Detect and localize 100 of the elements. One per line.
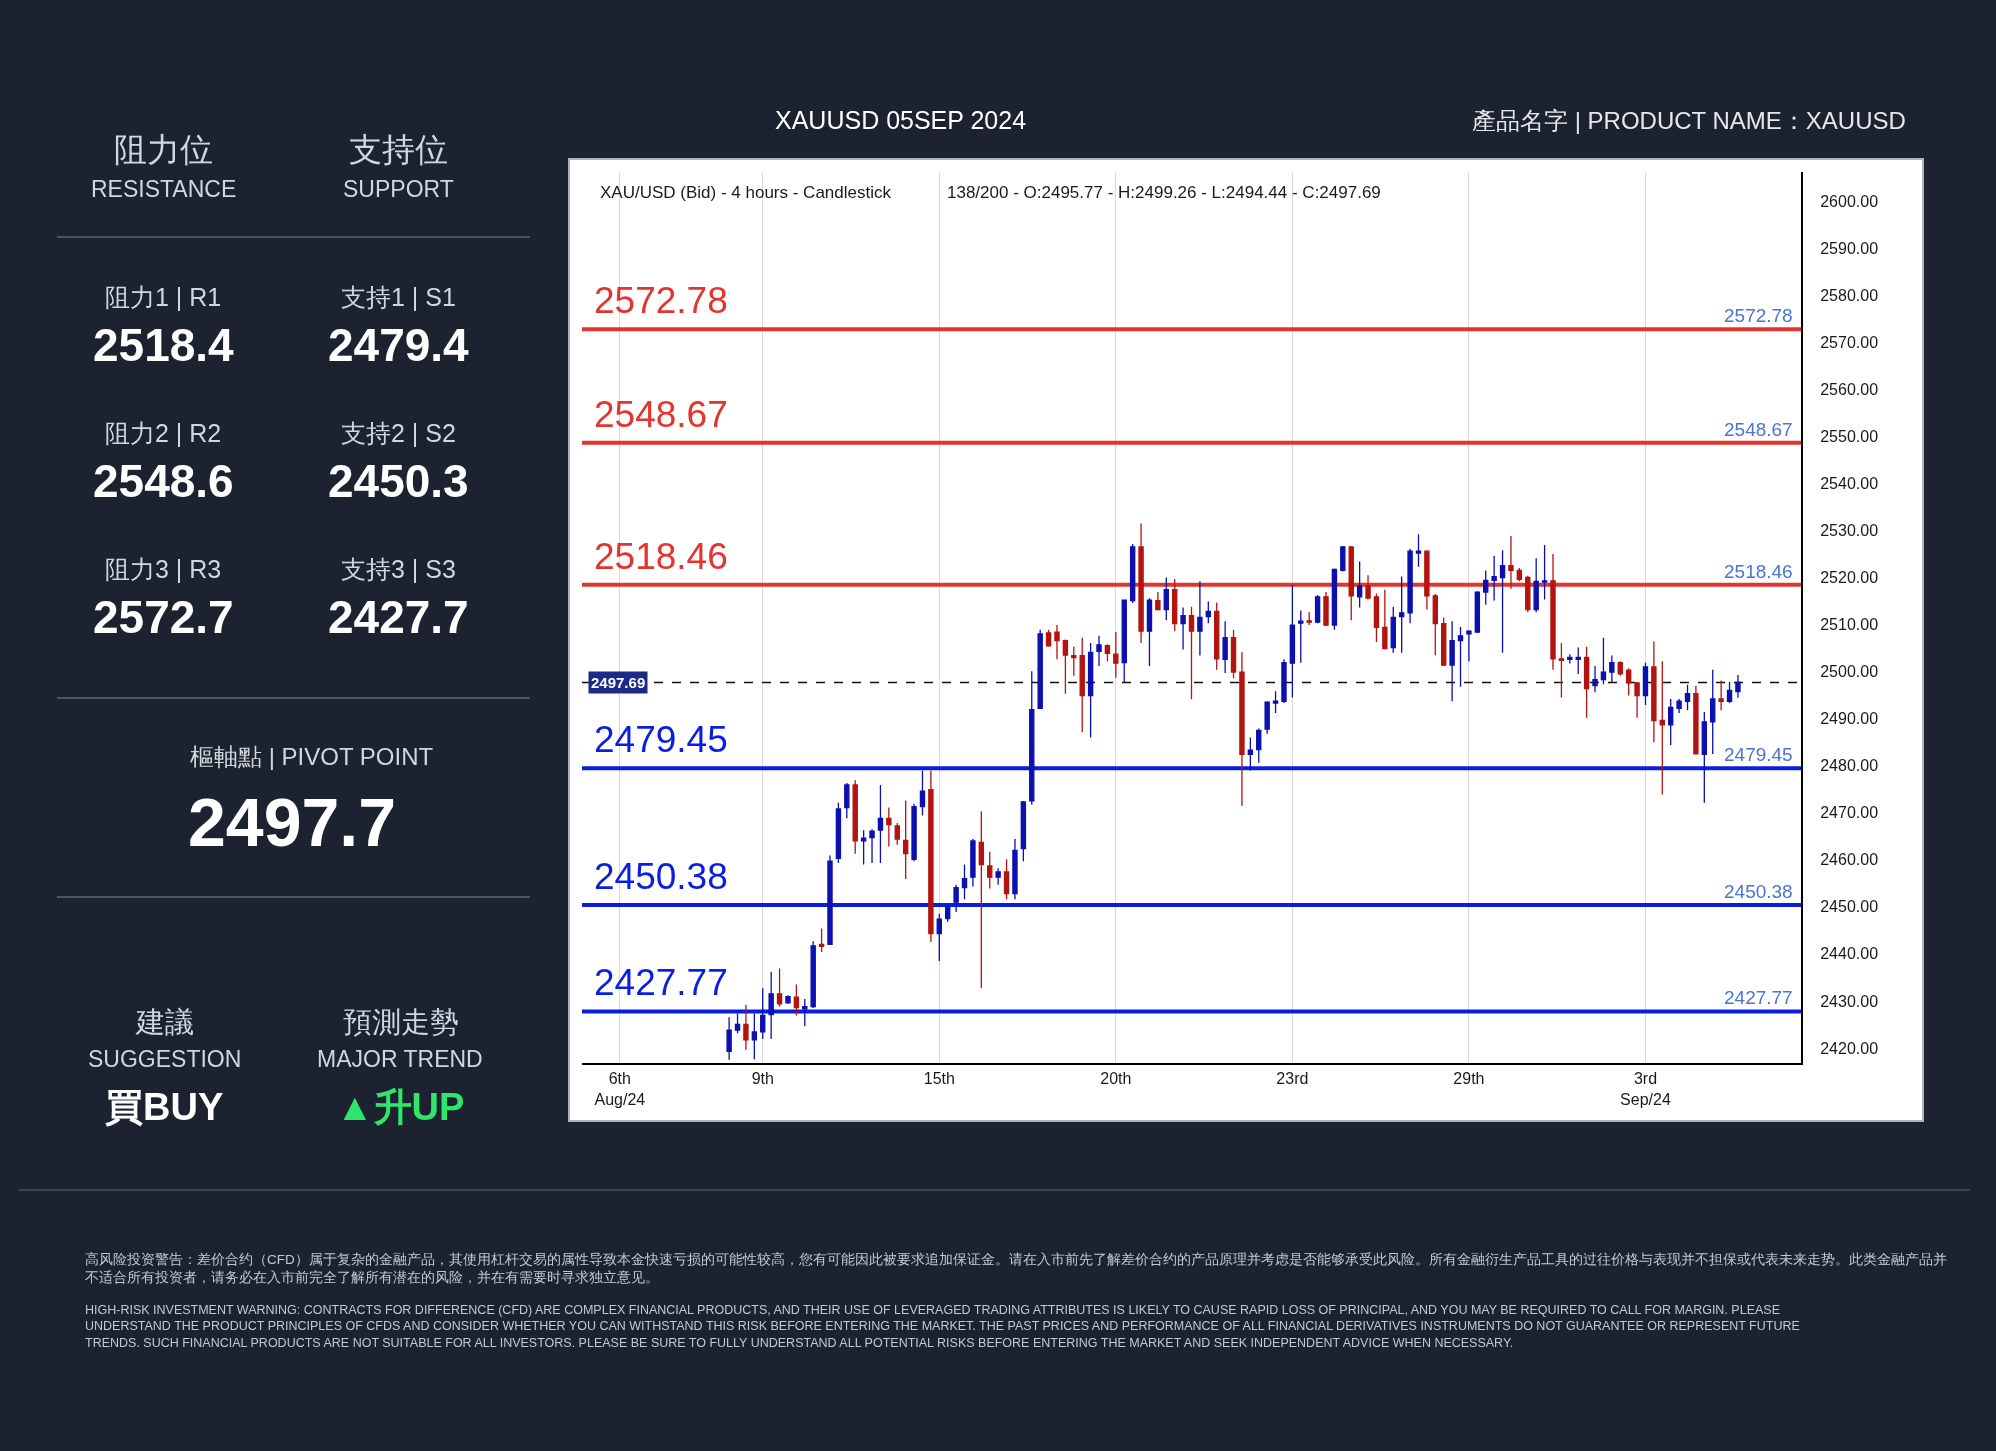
candlestick bbox=[1373, 592, 1380, 643]
y-tick-label: 2550.00 bbox=[1820, 427, 1879, 445]
text: 阻力1 | R1 bbox=[105, 283, 222, 311]
candlestick bbox=[1222, 620, 1228, 674]
text: 2548.6 bbox=[93, 455, 234, 507]
candlestick bbox=[1449, 620, 1455, 702]
candlestick bbox=[1180, 606, 1186, 651]
text: 支持位 bbox=[349, 131, 448, 168]
candlestick bbox=[1020, 800, 1027, 862]
text: 樞軸點 | PIVOT POINT bbox=[190, 743, 434, 770]
text: MAJOR TREND bbox=[317, 1046, 483, 1072]
text: SUGGESTION bbox=[88, 1046, 242, 1072]
candlestick bbox=[852, 779, 858, 855]
candlestick bbox=[1432, 593, 1439, 656]
candlestick bbox=[1609, 654, 1615, 683]
ref-line-label: 2450.38 bbox=[594, 856, 728, 897]
text: 支持1 | S1 bbox=[341, 283, 456, 311]
candlestick bbox=[1256, 727, 1262, 764]
candlestick bbox=[877, 784, 884, 864]
candlestick bbox=[793, 983, 800, 1017]
candlestick bbox=[1138, 522, 1144, 644]
text: ▲升UP bbox=[336, 1086, 465, 1128]
ref-line-label: 2572.78 bbox=[594, 280, 728, 321]
text: SUPPORT bbox=[343, 176, 454, 202]
candlestick bbox=[886, 806, 892, 848]
candlestick bbox=[1331, 567, 1338, 631]
candlestick bbox=[919, 769, 926, 817]
candlestick bbox=[1466, 629, 1472, 662]
text: 阻力3 | R3 bbox=[105, 555, 222, 583]
annotation: 2450.38 bbox=[1724, 881, 1793, 902]
candlestick bbox=[1239, 651, 1245, 807]
candlestick bbox=[760, 987, 766, 1040]
candlestick bbox=[827, 854, 833, 946]
x-tick-label: 23rd bbox=[1276, 1070, 1309, 1088]
x-tick-label: 29th bbox=[1453, 1070, 1485, 1088]
candlestick bbox=[1567, 653, 1573, 665]
candlestick bbox=[936, 913, 942, 962]
ref-line-label: 2427.77 bbox=[594, 962, 728, 1003]
candlestick bbox=[1230, 629, 1237, 679]
y-tick-label: 2510.00 bbox=[1820, 616, 1879, 634]
ref-line-label: 2497.69 bbox=[591, 674, 646, 691]
candlestick bbox=[1592, 665, 1598, 693]
candlestick bbox=[869, 828, 875, 864]
y-tick-label: 2520.00 bbox=[1820, 569, 1879, 587]
chart-title: XAUUSD 05SEP 2024 bbox=[775, 105, 1027, 134]
candlestick bbox=[1676, 698, 1682, 714]
candlestick bbox=[1188, 606, 1195, 701]
candlestick bbox=[1104, 643, 1111, 662]
candlestick bbox=[1583, 646, 1590, 719]
candlestick bbox=[1457, 626, 1464, 688]
candlestick bbox=[911, 803, 917, 862]
candlestick bbox=[768, 971, 774, 1040]
candlestick bbox=[1323, 591, 1329, 627]
candlestick bbox=[961, 863, 968, 900]
candlestick bbox=[1533, 557, 1539, 613]
candlestick bbox=[1684, 684, 1691, 711]
candlestick bbox=[1129, 543, 1136, 604]
candlestick bbox=[1247, 736, 1254, 772]
candlestick bbox=[1634, 681, 1640, 719]
candlestick bbox=[1491, 555, 1497, 602]
candlestick bbox=[1365, 574, 1371, 601]
candlestick bbox=[1003, 858, 1010, 900]
text: 支持2 | S2 bbox=[341, 419, 456, 447]
x-tick-label: 9th bbox=[751, 1070, 774, 1088]
candlestick bbox=[1541, 544, 1548, 601]
annotation: 2572.78 bbox=[1724, 305, 1793, 326]
candlestick bbox=[1306, 611, 1312, 626]
candlestick bbox=[1121, 598, 1127, 683]
text: 阻力2 | R2 bbox=[105, 419, 222, 447]
x-tick-label: 20th bbox=[1100, 1070, 1132, 1088]
candlestick bbox=[1314, 594, 1321, 624]
candlestick bbox=[1710, 669, 1716, 755]
y-tick-label: 2530.00 bbox=[1820, 522, 1879, 540]
chart-subtitle: 產品名字 | PRODUCT NAME：XAUUSD bbox=[1472, 107, 1906, 134]
candlestick bbox=[1718, 679, 1724, 711]
candlestick bbox=[1289, 584, 1296, 699]
candlestick bbox=[987, 851, 993, 890]
candlestick bbox=[902, 799, 909, 880]
annotation: 2479.45 bbox=[1724, 744, 1793, 765]
annotation: 2548.67 bbox=[1724, 419, 1793, 440]
candlestick bbox=[1617, 660, 1623, 677]
candlestick bbox=[1214, 601, 1220, 671]
candlestick bbox=[1659, 660, 1665, 796]
text: 預測走勢 bbox=[343, 1006, 459, 1038]
y-tick-label: 2470.00 bbox=[1820, 804, 1879, 822]
y-tick-label: 2440.00 bbox=[1820, 945, 1879, 963]
candlestick bbox=[743, 1004, 749, 1051]
candlestick bbox=[1113, 631, 1119, 679]
y-tick-label: 2450.00 bbox=[1820, 898, 1879, 916]
candlestick bbox=[1382, 589, 1388, 651]
candlestick bbox=[776, 967, 783, 1008]
text: 買BUY bbox=[105, 1086, 224, 1128]
x-tick-label: 15th bbox=[923, 1070, 955, 1088]
candlestick bbox=[1087, 642, 1094, 739]
candlestick bbox=[1062, 638, 1069, 695]
candlestick bbox=[1171, 578, 1178, 632]
text: 2497.7 bbox=[188, 784, 396, 860]
annotation: XAU/USD (Bid) - 4 hours - Candlestick bbox=[600, 183, 892, 202]
candlestick bbox=[1029, 670, 1035, 806]
candlestick bbox=[1483, 569, 1489, 606]
